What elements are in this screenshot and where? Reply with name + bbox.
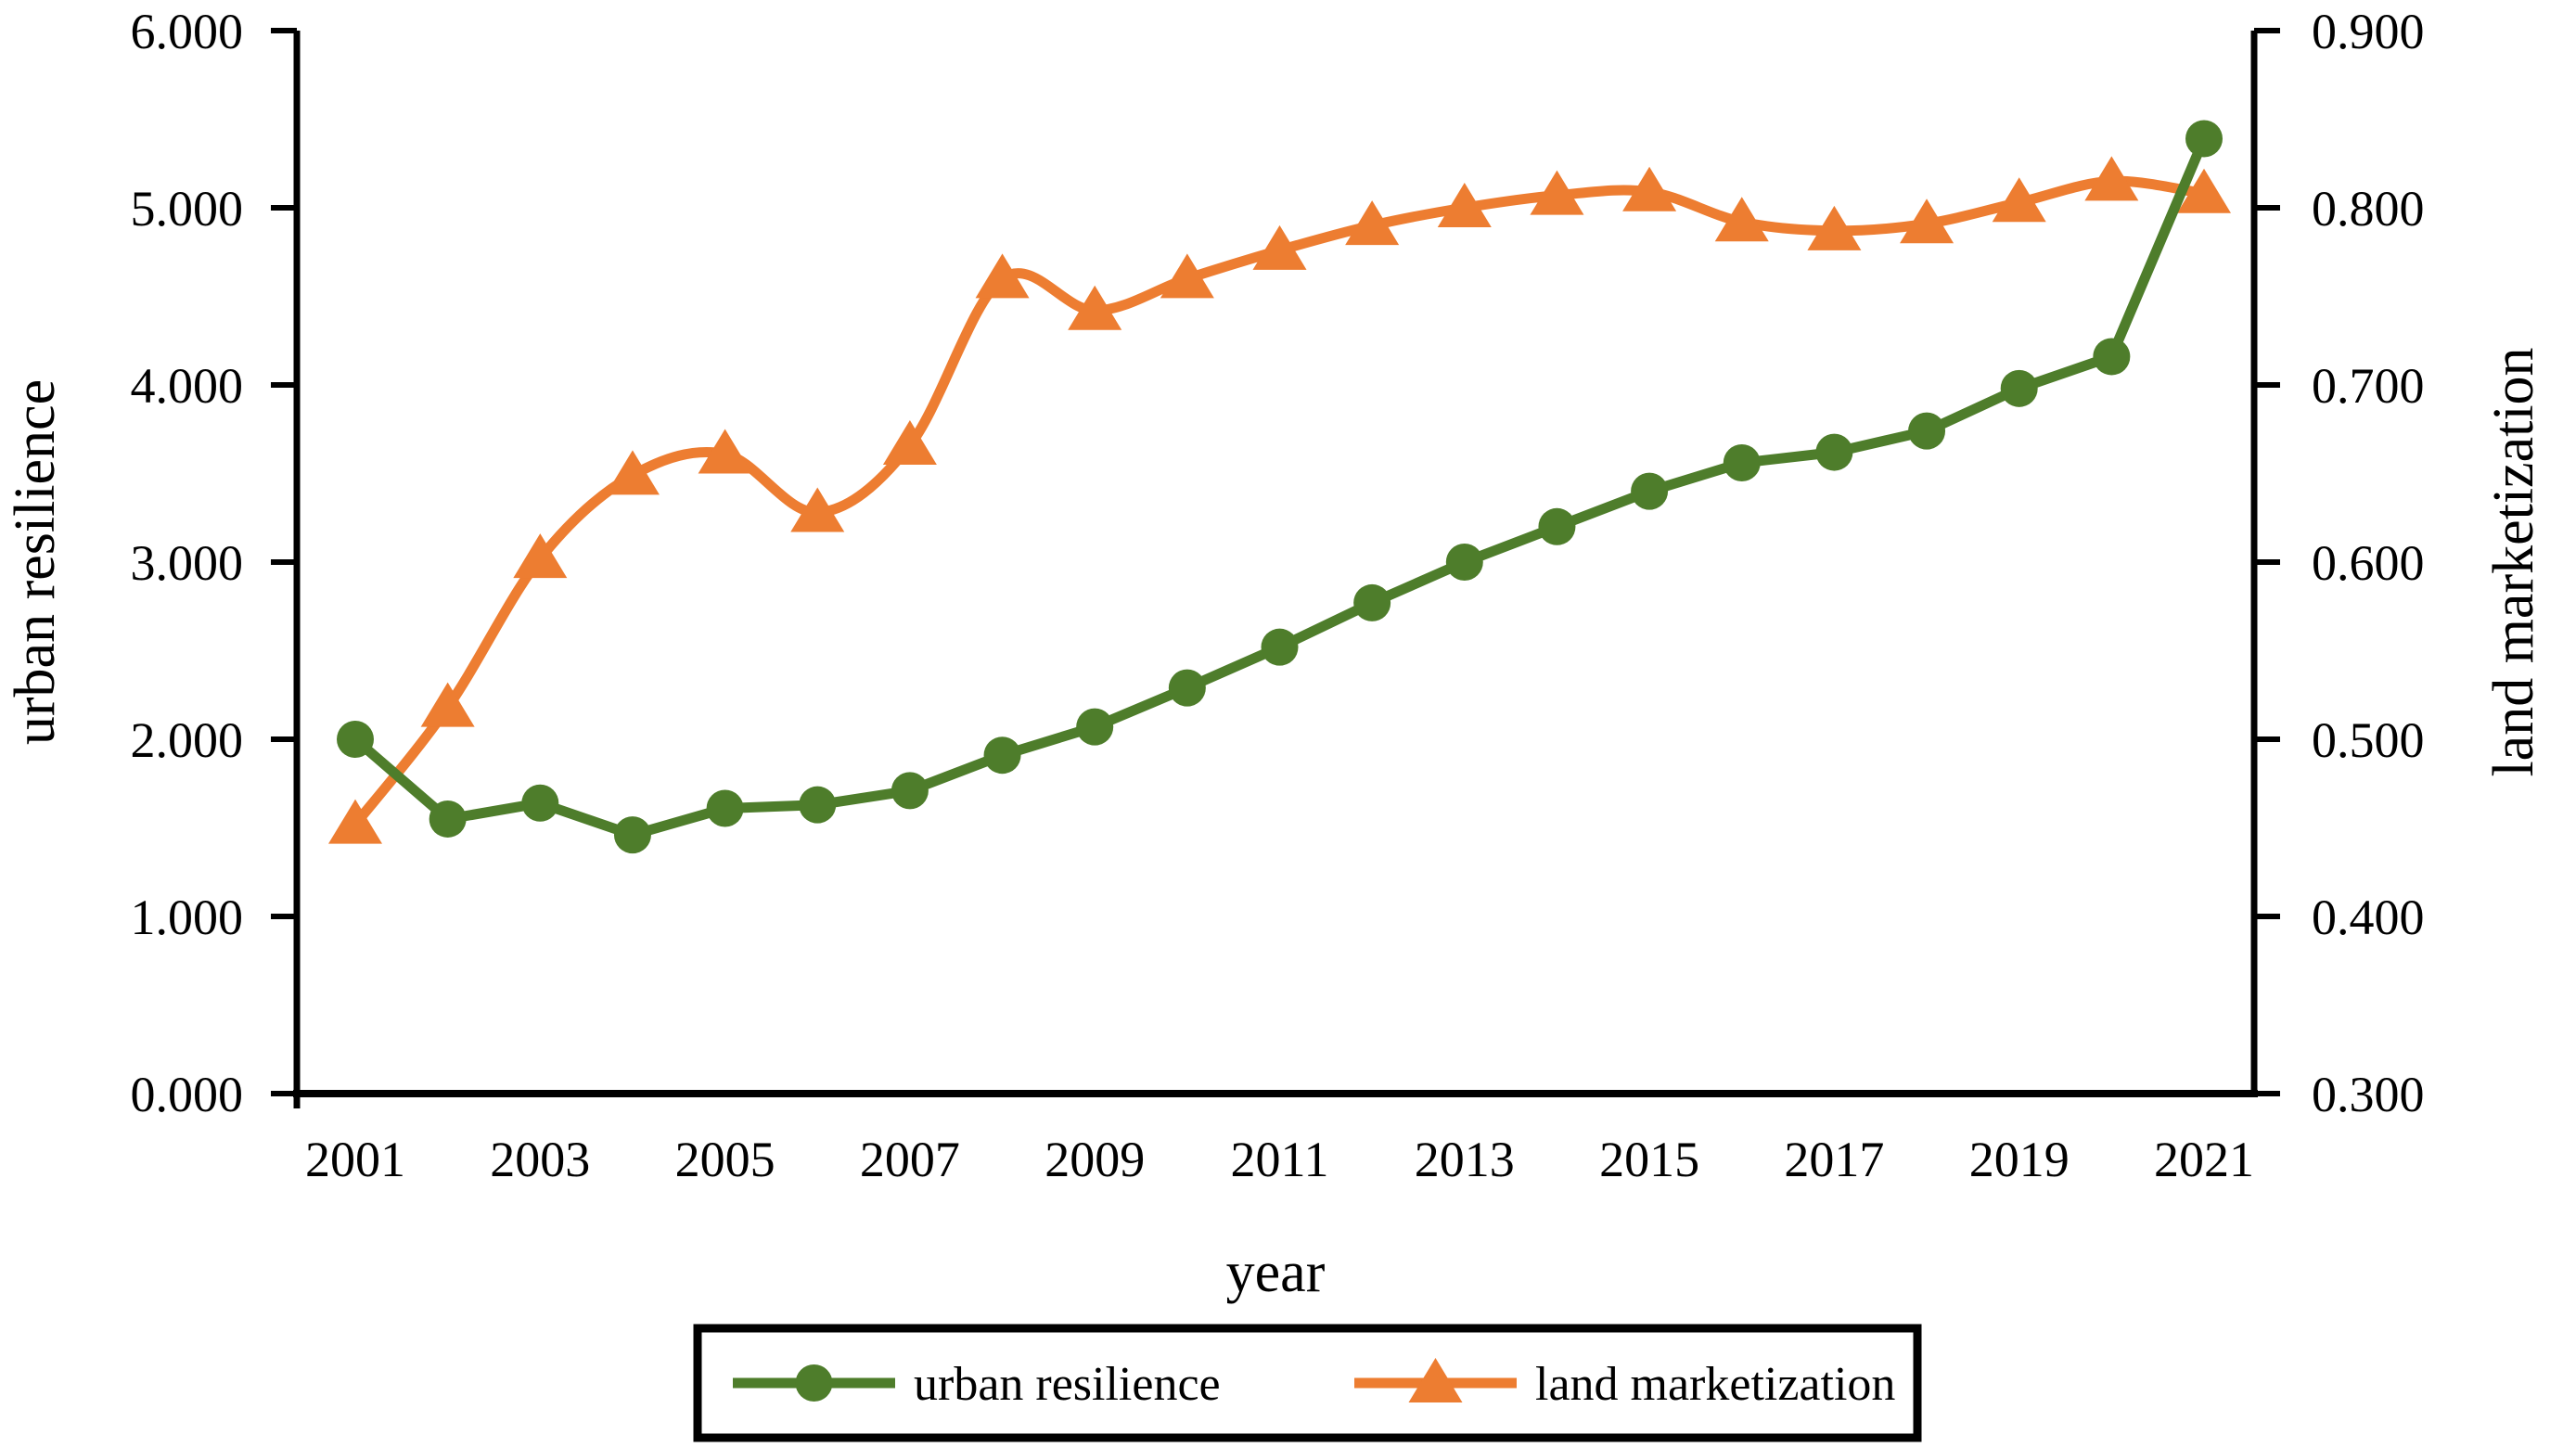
series-urban-resilience-marker [613,816,651,854]
series-land-marketization-marker [882,419,937,465]
series-land-marketization-marker [1714,197,1769,242]
series-urban-resilience-marker [891,772,929,810]
right-axis-tick-labels: 0.900 0.800 0.700 0.600 0.500 0.400 0.300 [2312,4,2425,1122]
x-axis-title: year [1226,1241,1326,1304]
series-land-marketization-marker [513,533,568,579]
x-axis-tick-label: 2009 [1044,1132,1145,1187]
series-land-marketization-marker [1992,177,2046,223]
x-axis-tick-label: 2017 [1784,1132,1884,1187]
left-axis-tick-label: 1.000 [131,890,244,945]
series-urban-resilience-marker [429,800,467,838]
legend-label: land marketization [1535,1358,1895,1411]
series-urban-resilience-marker [1538,507,1576,545]
series-land-marketization-marker [2177,168,2231,213]
series-land-marketization-marker [790,487,845,532]
series-urban-resilience-marker [1076,708,1114,746]
right-axis-tick-label: 0.400 [2312,890,2425,945]
series-urban-resilience-marker [1261,628,1299,666]
right-axis-tick-label: 0.300 [2312,1067,2425,1122]
series-land-marketization-marker [698,429,752,474]
left-axis-tick-label: 2.000 [131,712,244,768]
right-axis-tick-label: 0.500 [2312,712,2425,768]
x-axis-tick-label: 2019 [1969,1132,2070,1187]
series-urban-resilience-marker [799,786,837,824]
series-urban-resilience-marker [983,736,1021,775]
x-axis-tick-label: 2021 [2154,1132,2254,1187]
left-axis-tick-label: 6.000 [131,4,244,59]
series-urban-resilience-marker [2093,338,2131,376]
series-urban-resilience-marker [1445,544,1483,581]
series-land-marketization-marker [2084,156,2139,201]
x-axis-tick-label: 2011 [1231,1132,1329,1187]
right-axis-tick-label: 0.800 [2312,181,2425,237]
series-urban-resilience-marker [1723,444,1761,482]
legend: urban resilience land marketization [693,1324,1922,1442]
series-land-marketization-marker [1807,205,1862,250]
x-axis-tick-label: 2003 [490,1132,590,1187]
left-axis-tick-labels: 6.000 5.000 4.000 3.000 2.000 1.000 0.000 [131,4,244,1122]
series-urban-resilience-marker [1353,583,1391,621]
series-urban-resilience-marker [706,789,744,827]
legend-triangle-marker-icon [1408,1358,1463,1402]
series-land-marketization-marker [1437,183,1492,227]
series-urban-resilience-marker [1631,472,1669,510]
x-axis-tick-labels: 2001 2003 2005 2007 2009 2011 2013 2015 2017 2019… [305,1132,2254,1187]
left-axis-tick-label: 5.000 [131,181,244,237]
series-land-marketization-marker [420,682,475,727]
series-urban-resilience-marker [521,784,559,822]
series-land-marketization-marker [328,799,382,844]
series-urban-resilience-marker [1168,669,1206,707]
x-axis-tick-label: 2007 [860,1132,960,1187]
series-land-marketization-marker [1622,166,1677,211]
right-axis-title: land marketization [2482,347,2545,776]
series-land-marketization-marker [1068,285,1122,330]
x-axis-tick-label: 2013 [1415,1132,1515,1187]
series-urban-resilience-marker [2000,369,2038,407]
legend-items: urban resilience land marketization [733,1358,1895,1411]
legend-box [693,1324,1922,1442]
left-axis-tick-label: 0.000 [131,1067,244,1122]
series-land-marketization-marker [605,450,660,495]
x-axis-tick-label: 2001 [305,1132,405,1187]
series-land-marketization-marker [1900,198,1954,244]
left-axis-tick-label: 3.000 [131,535,244,591]
right-axis-tick-label: 0.600 [2312,535,2425,591]
series-urban-resilience-marker [337,721,374,758]
legend-label: urban resilience [914,1358,1221,1411]
x-axis-tick-label: 2005 [675,1132,775,1187]
series-land-marketization-marker [1345,200,1400,246]
series-layer [328,120,2231,854]
right-axis-tick-label: 0.700 [2312,358,2425,414]
series-urban-resilience-marker [1908,412,1946,450]
series-land-marketization-marker [975,253,1030,299]
legend-circle-marker-icon [795,1364,833,1402]
series-land-marketization-marker [1160,253,1214,299]
series-land-marketization-marker [1252,224,1307,270]
axes-layer [293,31,2258,1108]
series-urban-resilience-marker [1815,433,1853,471]
right-axis-tick-label: 0.900 [2312,4,2425,59]
tick-marks-layer [271,28,2280,1096]
left-axis-tick-label: 4.000 [131,358,244,414]
series-land-marketization-line [350,175,2210,830]
series-land-marketization-marker [1530,170,1584,215]
x-axis-tick-label: 2015 [1599,1132,1699,1187]
series-urban-resilience-marker [2185,120,2223,158]
left-axis-title: urban resilience [4,379,67,745]
